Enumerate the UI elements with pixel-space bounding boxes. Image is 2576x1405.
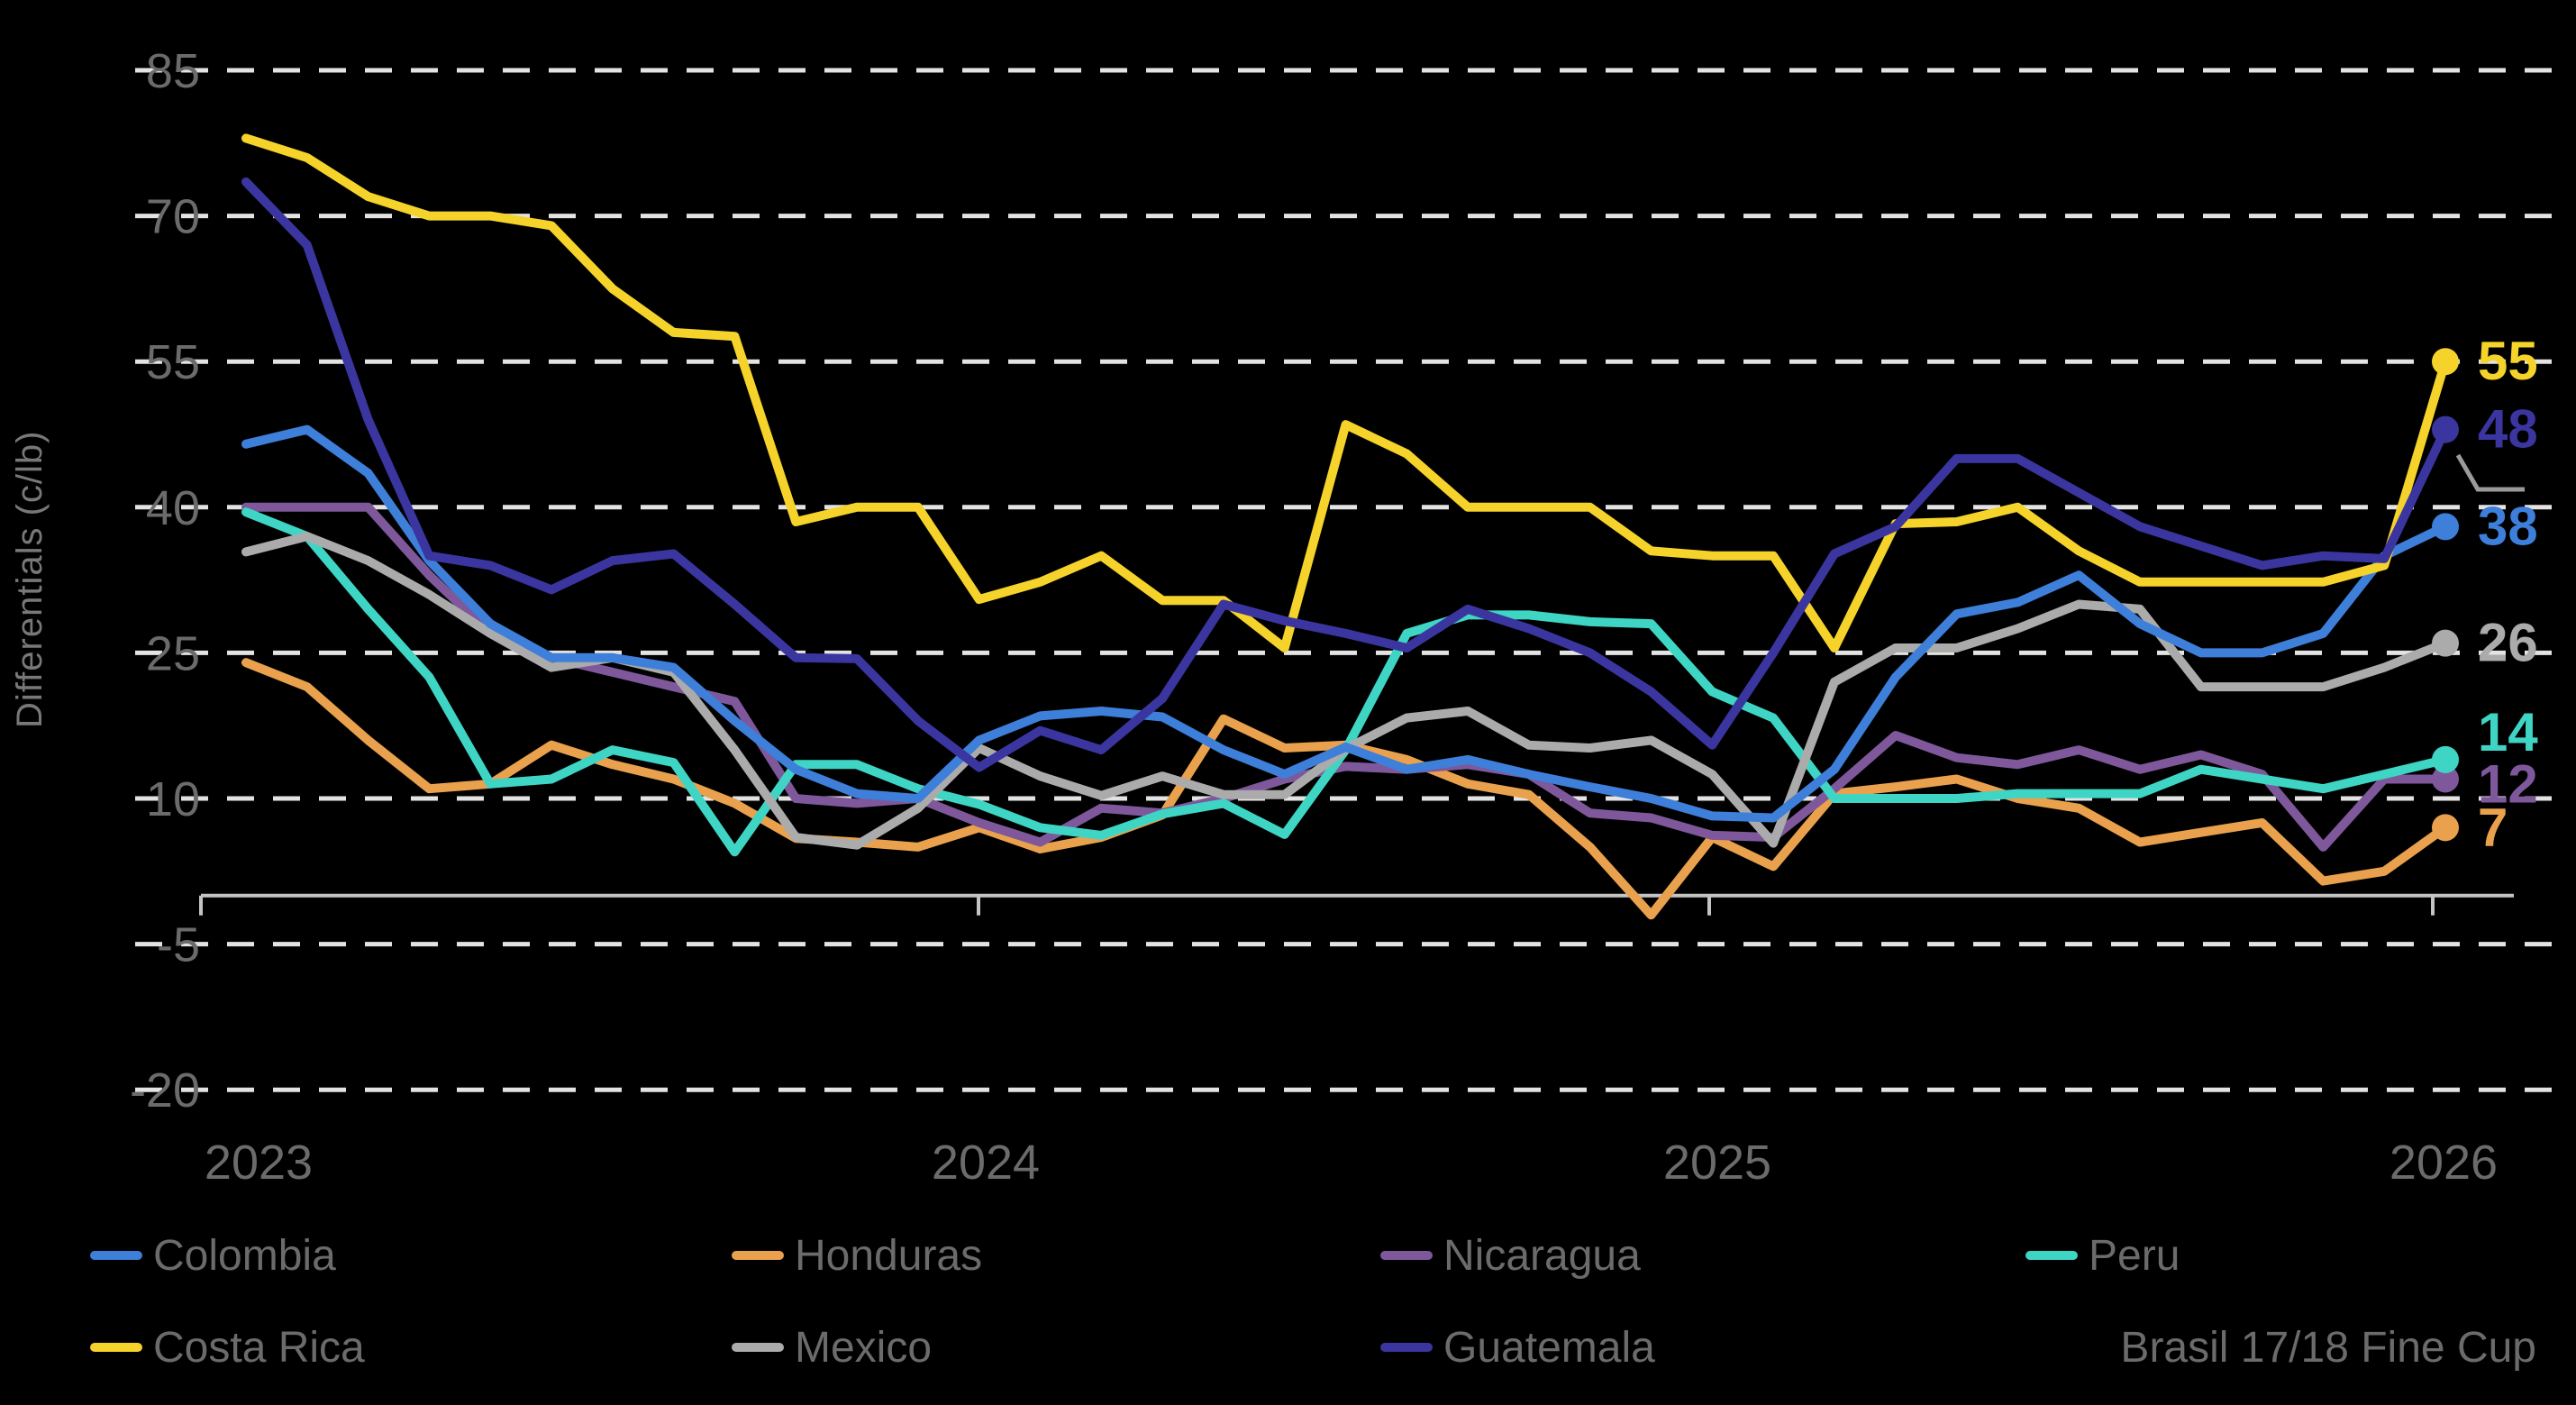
series-end-dot-honduras — [2432, 814, 2459, 842]
legend-label-costa-rica: Costa Rica — [153, 1323, 365, 1372]
y-tick-label--20: -20 — [130, 1063, 200, 1118]
x-tick-label-2026: 2026 — [2389, 1136, 2498, 1190]
y-tick-label-25: 25 — [146, 626, 200, 680]
legend-swatch-guatemala — [1380, 1343, 1433, 1352]
legend-swatch-colombia — [90, 1251, 142, 1260]
legend-item-mexico: Mexico — [732, 1316, 932, 1379]
end-label-guatemala: 48 — [2478, 399, 2538, 460]
series-line-costa-rica — [241, 133, 2450, 652]
series-line-colombia — [241, 424, 2450, 823]
end-label-peru: 14 — [2478, 702, 2538, 762]
y-tick-label-55: 55 — [146, 335, 200, 389]
legend-label-guatemala: Guatemala — [1443, 1323, 1655, 1372]
annotation-brasil-fine-cup: Brasil 17/18 Fine Cup — [2120, 1323, 2536, 1372]
legend-label-nicaragua: Nicaragua — [1443, 1231, 1641, 1280]
series-end-dot-costa-rica — [2432, 348, 2459, 376]
y-tick-label-85: 85 — [146, 44, 200, 98]
legend-item-costa-rica: Costa Rica — [90, 1316, 365, 1379]
y-tick-label-70: 70 — [146, 190, 200, 244]
legend-row-2: Brasil 17/18 Fine Cup Costa Rica Mexico Gu… — [0, 1316, 2576, 1379]
x-tick-label-2025: 2025 — [1663, 1136, 1771, 1190]
legend-item-colombia: Colombia — [90, 1224, 336, 1287]
legend-swatch-mexico — [732, 1343, 784, 1352]
series-end-dot-colombia — [2432, 513, 2459, 541]
legend-swatch-honduras — [732, 1251, 784, 1260]
end-label-costa-rica: 55 — [2478, 331, 2538, 391]
legend-swatch-costa-rica — [90, 1343, 142, 1352]
end-label-nicaragua: 12 — [2478, 753, 2538, 814]
y-tick-label-10: 10 — [146, 772, 200, 826]
series-end-dot-nicaragua — [2432, 765, 2459, 793]
label-leader-mark — [2455, 453, 2525, 492]
y-tick-label-40: 40 — [146, 481, 200, 535]
end-label-honduras: 7 — [2478, 797, 2508, 857]
end-label-colombia: 38 — [2478, 496, 2538, 556]
y-tick-label--5: -5 — [157, 918, 200, 972]
series-end-dot-peru — [2432, 745, 2459, 773]
series-line-guatemala — [241, 177, 2450, 772]
x-tick-label-2024: 2024 — [932, 1136, 1040, 1190]
legend-swatch-nicaragua — [1380, 1251, 1433, 1260]
legend-label-colombia: Colombia — [153, 1231, 336, 1280]
legend-item-nicaragua: Nicaragua — [1380, 1224, 1641, 1287]
legend-swatch-peru — [2025, 1251, 2078, 1260]
legend-row-1: Colombia Honduras Nicaragua Peru — [0, 1224, 2576, 1287]
x-tick-label-2023: 2023 — [205, 1136, 313, 1190]
end-label-mexico: 26 — [2478, 613, 2538, 673]
legend-label-honduras: Honduras — [795, 1231, 983, 1280]
series-line-honduras — [241, 658, 2450, 920]
series-line-peru — [241, 507, 2450, 857]
legend-item-peru: Peru — [2025, 1224, 2180, 1287]
y-axis-title: Differentials (c/lb) — [10, 431, 50, 728]
series-end-dot-mexico — [2432, 629, 2459, 657]
legend-item-honduras: Honduras — [732, 1224, 982, 1287]
series-end-dot-guatemala — [2432, 415, 2459, 443]
series-line-nicaragua — [241, 502, 2450, 852]
legend-label-peru: Peru — [2089, 1231, 2180, 1280]
legend-label-mexico: Mexico — [795, 1323, 933, 1372]
legend-item-guatemala: Guatemala — [1380, 1316, 1655, 1379]
